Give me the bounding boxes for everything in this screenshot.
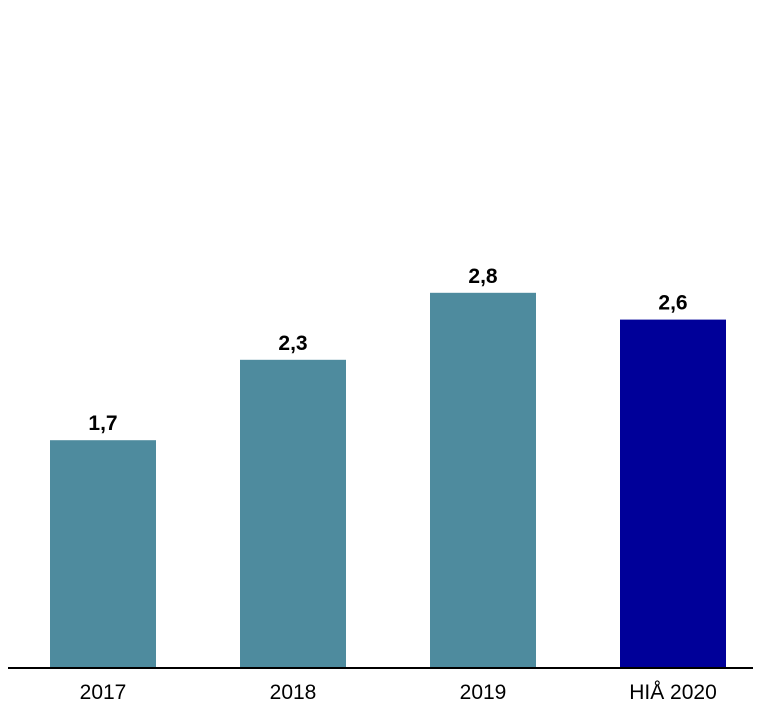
bar-4	[620, 319, 726, 668]
x-tick-label-3: 2019	[460, 681, 507, 704]
bar-2	[240, 359, 346, 668]
data-label-3: 2,8	[468, 265, 498, 288]
data-label-4: 2,6	[658, 292, 687, 315]
x-tick-label-2: 2018	[270, 681, 317, 704]
labels-layer: 1,7 2017 2,3 2018 2,8 2019 2,6 HIÅ 2020	[80, 265, 717, 704]
x-tick-label-4: HIÅ 2020	[629, 681, 717, 704]
data-label-1: 1,7	[88, 412, 117, 435]
x-tick-label-1: 2017	[80, 681, 127, 704]
bar-3	[430, 292, 536, 668]
bar-1	[50, 440, 156, 668]
bars-layer	[50, 292, 726, 668]
data-label-2: 2,3	[278, 332, 307, 355]
